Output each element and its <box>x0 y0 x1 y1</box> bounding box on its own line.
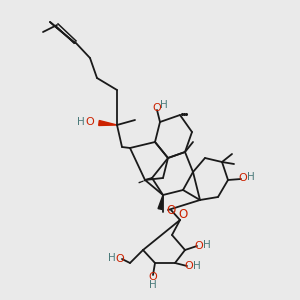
Text: O: O <box>148 272 158 282</box>
Text: H: H <box>203 240 211 250</box>
Text: O: O <box>116 254 124 264</box>
Text: H: H <box>247 172 255 182</box>
Polygon shape <box>158 195 163 209</box>
Text: O: O <box>153 103 161 113</box>
Text: O: O <box>85 117 94 127</box>
Text: O: O <box>238 173 247 183</box>
Text: O: O <box>195 241 203 251</box>
Text: H: H <box>149 280 157 290</box>
Text: O: O <box>167 203 176 217</box>
Text: O: O <box>178 208 188 220</box>
Polygon shape <box>99 121 117 125</box>
Text: H: H <box>77 117 85 127</box>
Text: O: O <box>184 261 194 271</box>
Text: H: H <box>193 261 201 271</box>
Text: H: H <box>160 100 168 110</box>
Text: H: H <box>108 253 116 263</box>
